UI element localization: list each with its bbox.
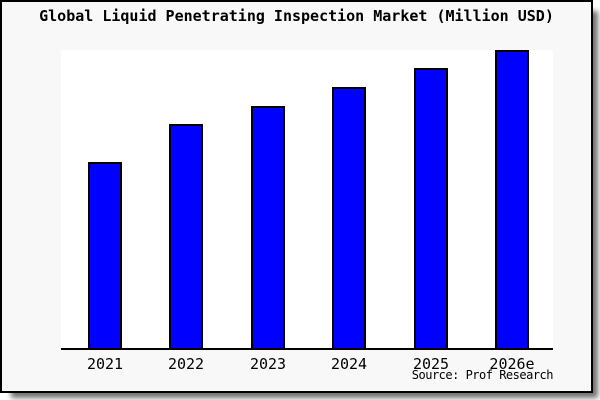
- bar: [88, 162, 122, 348]
- x-axis-labels: 2021 2022 2023 2024 2025 2026e: [61, 355, 553, 373]
- x-tick-label: 2024: [330, 355, 368, 373]
- bar: [414, 68, 448, 348]
- x-tick-label: 2025: [412, 355, 450, 373]
- x-tick-label: 2023: [249, 355, 287, 373]
- chart-title: Global Liquid Penetrating Inspection Mar…: [39, 7, 554, 25]
- bar: [251, 106, 285, 348]
- bar: [332, 87, 366, 348]
- bar: [169, 124, 203, 348]
- x-tick-label: 2021: [86, 355, 124, 373]
- chart-card: Global Liquid Penetrating Inspection Mar…: [0, 0, 593, 393]
- plot-area: [61, 50, 553, 350]
- x-tick-label: 2022: [167, 355, 205, 373]
- source-credit: Source: Prof Research: [411, 368, 554, 382]
- bar: [495, 50, 529, 348]
- x-tick-label: 2026e: [489, 355, 535, 373]
